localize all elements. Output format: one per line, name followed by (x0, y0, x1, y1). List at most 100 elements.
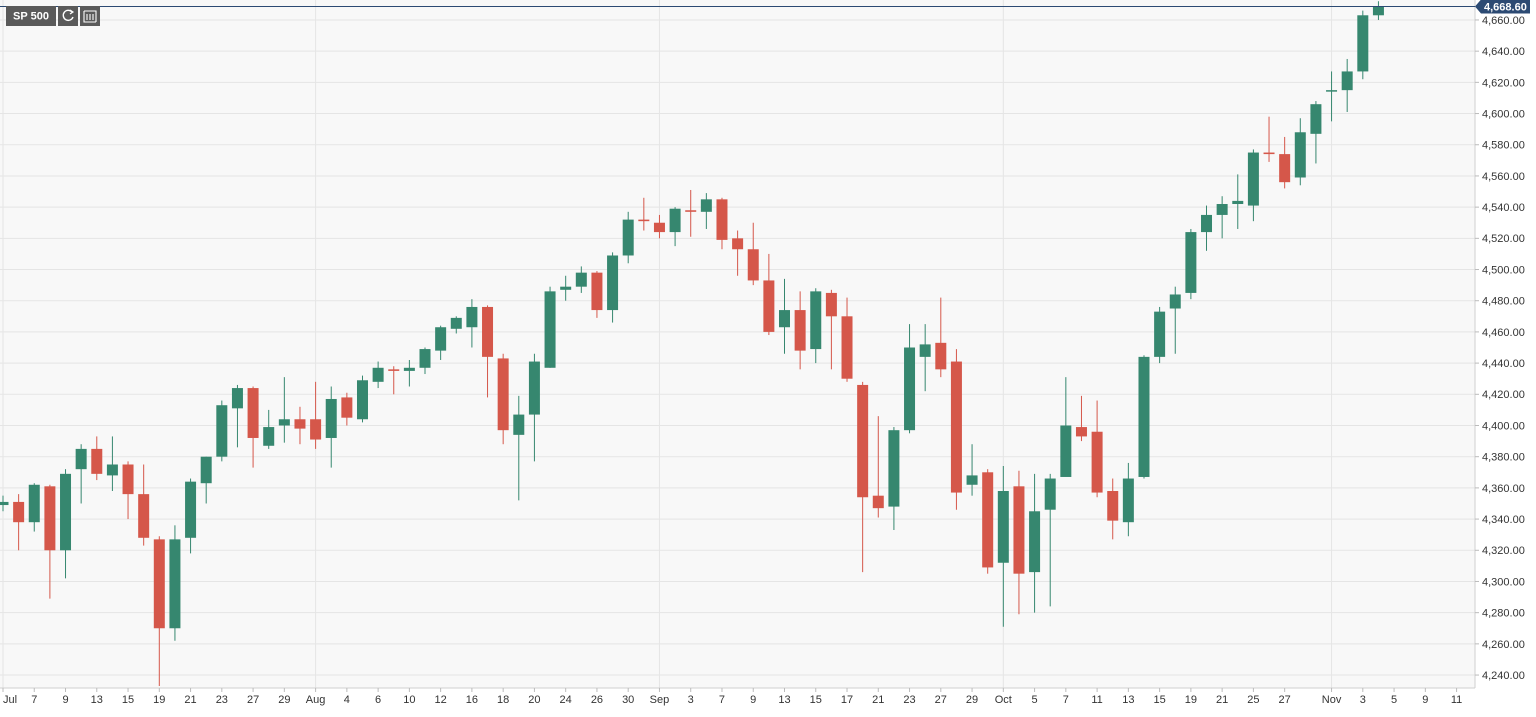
candle-body (466, 306, 478, 328)
candle-body (1029, 511, 1041, 573)
candle-body (247, 388, 259, 438)
candle-body (1216, 204, 1228, 215)
candle-body (1091, 431, 1103, 493)
candle-body (997, 491, 1009, 563)
x-tick-label: 19 (153, 694, 165, 706)
candle-body (1201, 214, 1213, 233)
y-tick-label: 4,380.00 (1482, 452, 1525, 464)
refresh-icon (62, 9, 74, 22)
candle-body (904, 347, 916, 431)
candle-body (1279, 154, 1291, 183)
x-tick-label: 27 (1279, 694, 1291, 706)
refresh-button[interactable] (58, 6, 78, 26)
x-tick-label: 24 (560, 694, 572, 706)
candle-body (716, 199, 728, 240)
candle-body (1310, 104, 1322, 134)
y-tick-label: 4,580.00 (1482, 140, 1525, 152)
y-tick-label: 4,520.00 (1482, 233, 1525, 245)
candle-body (482, 306, 494, 357)
candle-body (1326, 90, 1338, 92)
x-tick-label: 3 (688, 694, 694, 706)
candle-body (888, 430, 900, 507)
x-tick-label: 6 (375, 694, 381, 706)
candle-body (966, 475, 978, 485)
y-tick-label: 4,640.00 (1482, 46, 1525, 58)
candle-body (1263, 152, 1275, 155)
x-tick-label: 21 (872, 694, 884, 706)
x-tick-label: Jul (3, 694, 17, 706)
candle-body (1372, 6, 1384, 16)
x-tick-label: 9 (1422, 694, 1428, 706)
candle-body (622, 219, 634, 256)
candle-body (685, 210, 697, 212)
x-tick-label: 10 (403, 694, 415, 706)
candle-body (263, 427, 275, 446)
candle-body (200, 456, 212, 484)
x-tick-label: 5 (1032, 694, 1038, 706)
x-tick-label: 15 (122, 694, 134, 706)
candle-body (185, 481, 197, 538)
candle-body (732, 238, 744, 250)
x-tick-label: 5 (1391, 694, 1397, 706)
y-tick-label: 4,460.00 (1482, 327, 1525, 339)
y-tick-label: 4,400.00 (1482, 420, 1525, 432)
symbol-badge[interactable] (6, 6, 56, 26)
candle-body (106, 464, 118, 476)
x-tick-label: 21 (1216, 694, 1228, 706)
y-tick-label: 4,480.00 (1482, 296, 1525, 308)
y-tick-label: 4,620.00 (1482, 77, 1525, 89)
candle-body (1357, 15, 1369, 72)
candle-body (325, 398, 337, 438)
x-tick-label: 17 (841, 694, 853, 706)
y-tick-label: 4,260.00 (1482, 639, 1525, 651)
candle-body (372, 367, 384, 382)
candle-body (763, 280, 775, 332)
candle-body (122, 464, 134, 495)
candle-body (419, 349, 431, 368)
candle-body (982, 472, 994, 568)
candle-body (841, 316, 853, 379)
candle-body (794, 310, 806, 351)
candle-body (278, 419, 290, 426)
candle-body (231, 388, 243, 409)
y-tick-label: 4,320.00 (1482, 545, 1525, 557)
x-tick-label: 9 (62, 694, 68, 706)
y-tick-label: 4,240.00 (1482, 670, 1525, 682)
candle-body (935, 342, 947, 370)
candle-body (44, 486, 56, 551)
x-tick-label: 13 (778, 694, 790, 706)
candle-body (779, 310, 790, 328)
x-tick-label: 13 (91, 694, 103, 706)
calendar-icon (83, 10, 97, 23)
candle-body (341, 397, 353, 418)
x-tick-label: 27 (935, 694, 947, 706)
y-tick-label: 4,500.00 (1482, 264, 1525, 276)
y-tick-label: 4,660.00 (1482, 15, 1525, 27)
candle-body (1232, 200, 1244, 205)
candle-body (1060, 425, 1072, 477)
candle-body (513, 414, 525, 435)
candle-body (591, 272, 603, 311)
candle-body (1044, 478, 1056, 510)
y-tick-label: 4,280.00 (1482, 608, 1525, 620)
x-tick-label: 30 (622, 694, 634, 706)
x-tick-label: 19 (1185, 694, 1197, 706)
x-tick-label: 23 (216, 694, 228, 706)
x-tick-label: 21 (184, 694, 196, 706)
candle-body (356, 380, 368, 420)
candle-body (825, 292, 837, 317)
candle-body (450, 317, 462, 329)
x-tick-label: Aug (306, 694, 326, 706)
candle-body (1122, 478, 1134, 523)
candle-body (638, 219, 650, 222)
candle-body (1169, 294, 1181, 309)
x-tick-label: 12 (435, 694, 447, 706)
candle-body (294, 419, 306, 429)
refresh-arrow (69, 9, 75, 15)
candle-body (669, 208, 681, 233)
candle-body (560, 286, 572, 290)
y-tick-label: 4,560.00 (1482, 171, 1525, 183)
